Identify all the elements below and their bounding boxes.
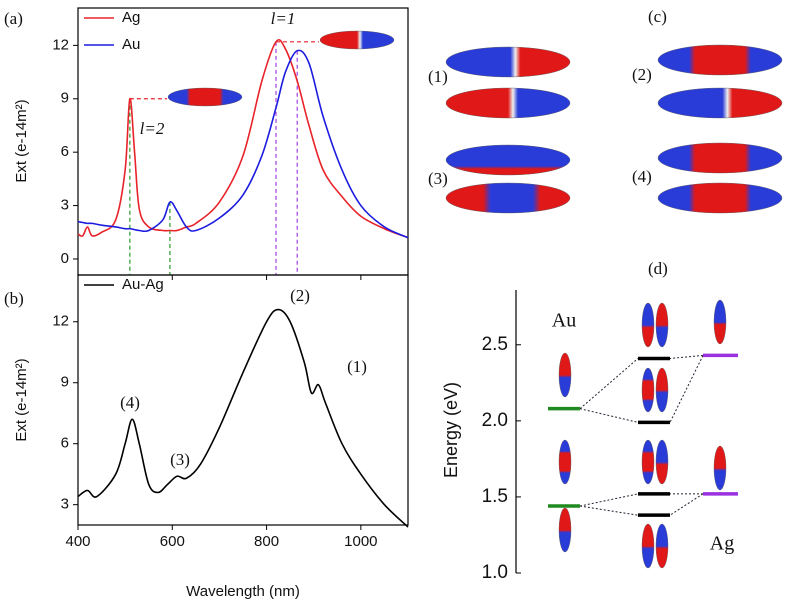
annotation: (1) [347, 357, 367, 376]
data-line [77, 38, 409, 239]
y-tick-label: 0 [61, 250, 69, 267]
annotation: (4) [120, 393, 140, 412]
connector [669, 355, 704, 423]
mode-shape [167, 87, 243, 107]
mode-shape [657, 87, 783, 119]
mode-label: (4) [632, 167, 652, 186]
mode-shape [445, 144, 571, 176]
mode-label: (3) [428, 169, 448, 188]
data-line [77, 49, 409, 239]
mode-shape [445, 182, 571, 214]
annotation: (2) [290, 286, 310, 305]
x-tick-label: 600 [160, 533, 185, 550]
y-tick-label: 12 [52, 313, 69, 330]
annotation: (3) [170, 450, 190, 469]
y-axis-label: Ext (e-14m²) [13, 99, 30, 182]
mode-shape [713, 299, 727, 345]
y-tick-label: 9 [61, 90, 69, 107]
annotation: l=1 [271, 9, 296, 28]
y-tick-label: 1.5 [482, 486, 508, 507]
y-tick-label: 2.5 [482, 334, 508, 355]
mode-shape [657, 182, 783, 214]
y-axis-label: Energy (eV) [441, 382, 461, 478]
x-tick-label: 400 [65, 533, 90, 550]
legend-label: Au-Ag [122, 276, 164, 293]
mode-shape [445, 87, 571, 119]
y-tick-label: 2.0 [482, 410, 508, 431]
y-tick-label: 6 [61, 435, 69, 452]
y-tick-label: 3 [61, 197, 69, 214]
mode-shape [558, 439, 572, 485]
mode-shape [641, 523, 655, 569]
connector [579, 493, 639, 507]
legend-label: Au [122, 36, 140, 53]
mode-shape [655, 439, 669, 485]
legend-label: Ag [122, 9, 140, 26]
mode-shape [641, 302, 655, 348]
y-tick-label: 3 [61, 496, 69, 513]
connector [579, 408, 639, 423]
mode-shape [558, 507, 572, 553]
connector [669, 493, 704, 516]
series-label: Ag [710, 533, 734, 555]
mode-shape [655, 523, 669, 569]
x-tick-label: 800 [254, 533, 279, 550]
mode-shape [657, 142, 783, 174]
connector [669, 354, 704, 359]
x-axis-label: Wavelength (nm) [186, 583, 300, 600]
mode-shape [558, 352, 572, 398]
y-tick-label: 9 [61, 374, 69, 391]
mode-shape [655, 367, 669, 413]
mode-shape [657, 44, 783, 76]
mode-shape [713, 445, 727, 491]
mode-shape [641, 367, 655, 413]
panel-label: (c) [648, 7, 667, 26]
y-axis-label: Ext (e-14m²) [13, 358, 30, 441]
y-tick-label: 1.0 [482, 562, 508, 583]
mode-shape [641, 439, 655, 485]
panel-label: (d) [648, 259, 668, 278]
plot-frame [77, 274, 409, 526]
connector [579, 358, 639, 410]
mode-shape [319, 30, 395, 50]
x-tick-label: 1000 [344, 533, 377, 550]
data-line [77, 308, 409, 528]
annotation: l=2 [140, 119, 165, 138]
mode-shape [655, 302, 669, 348]
mode-shape [445, 46, 571, 78]
panel-label: (b) [4, 289, 24, 308]
series-label: Au [552, 310, 576, 332]
y-tick-label: 12 [52, 36, 69, 53]
y-tick-label: 6 [61, 143, 69, 160]
panel-label: (a) [4, 9, 23, 28]
mode-label: (2) [632, 65, 652, 84]
mode-label: (1) [428, 67, 448, 86]
connector [579, 505, 639, 516]
